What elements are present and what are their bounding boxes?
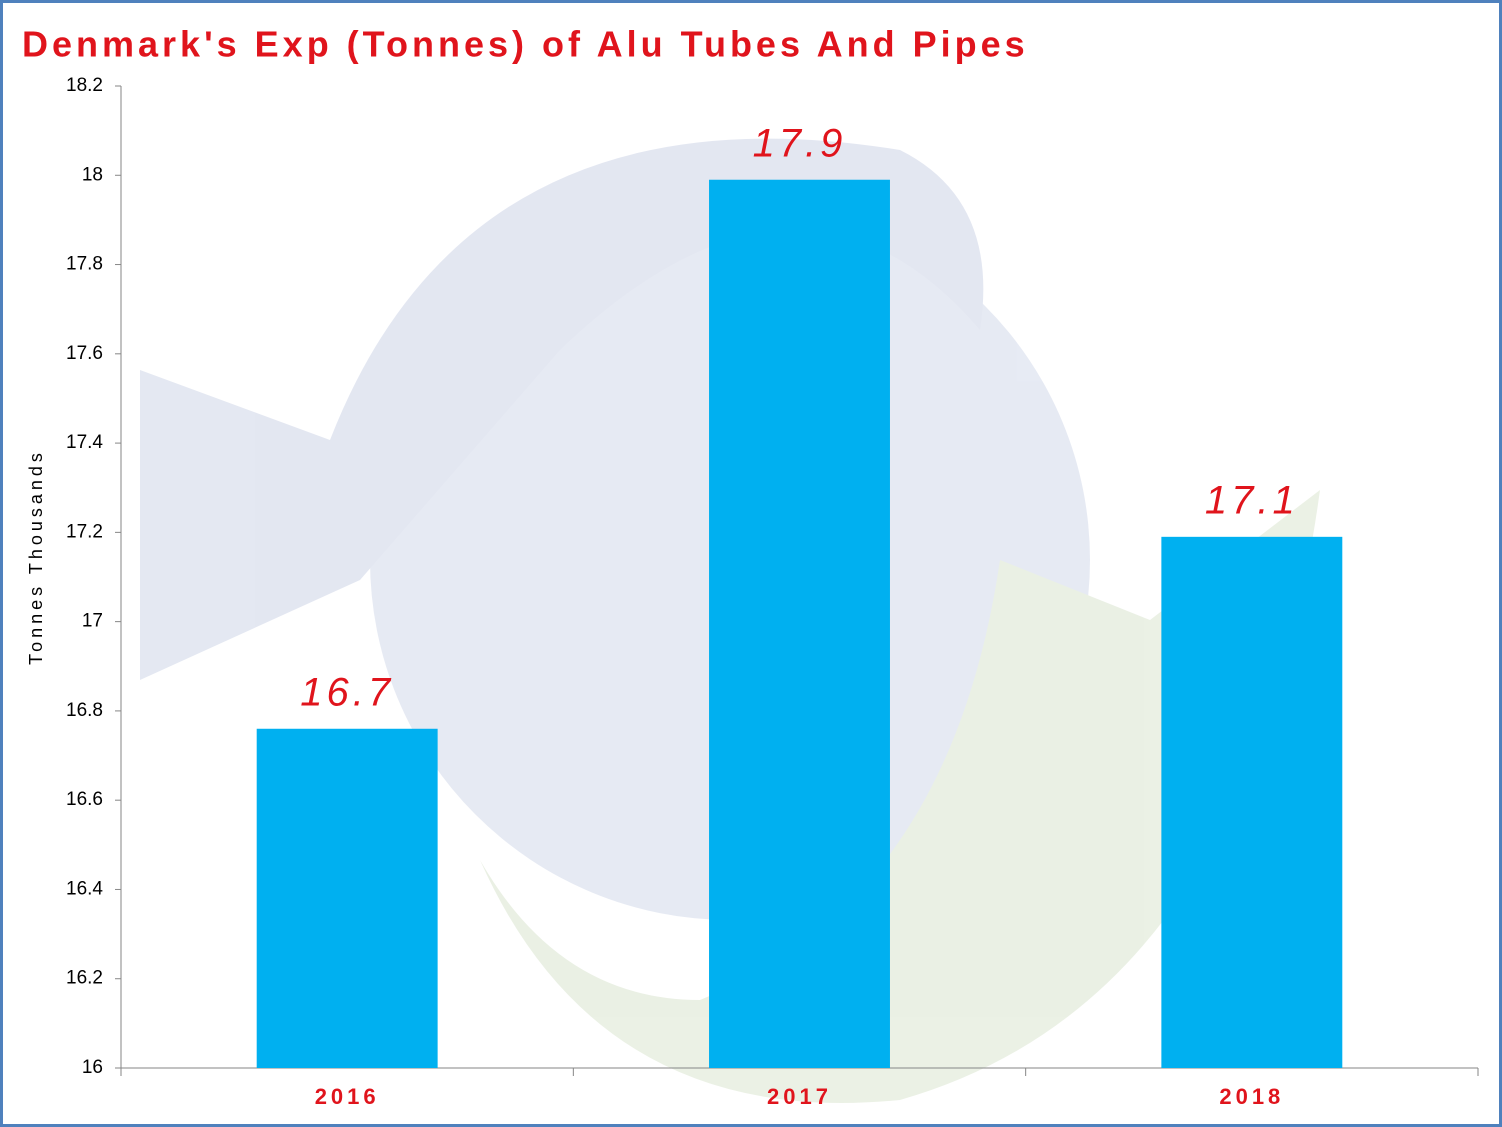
chart-title: Denmark's Exp (Tonnes) of Alu Tubes And …: [22, 24, 1029, 65]
y-tick-label: 16.2: [66, 968, 103, 989]
y-tick-label: 16: [82, 1057, 103, 1078]
bar: [256, 728, 438, 1068]
y-tick-label: 17.2: [66, 521, 103, 542]
y-tick-label: 16.6: [66, 789, 103, 810]
import-arrow: [140, 138, 984, 681]
y-tick-label: 18.2: [66, 75, 103, 96]
y-tick-label: 18: [82, 164, 103, 185]
y-tick-label: 16.8: [66, 700, 103, 721]
y-tick-label: 17.4: [66, 432, 103, 453]
value-label: 17.1: [1205, 478, 1299, 522]
value-label: 16.7: [300, 670, 394, 714]
x-tick-label: 2017: [767, 1084, 832, 1109]
y-tick-label: 17.6: [66, 343, 103, 364]
value-label: 17.9: [753, 121, 847, 165]
x-tick-label: 2016: [315, 1084, 380, 1109]
x-tick-label: 2018: [1219, 1084, 1284, 1109]
y-tick-label: 17: [82, 611, 103, 632]
y-axis-label: Tonnes Thousands: [26, 449, 46, 665]
y-tick-label: 16.4: [66, 878, 103, 899]
bar: [709, 179, 890, 1069]
bar: [1161, 536, 1343, 1068]
export-arrow: [480, 490, 1320, 1103]
y-tick-label: 17.8: [66, 254, 103, 275]
